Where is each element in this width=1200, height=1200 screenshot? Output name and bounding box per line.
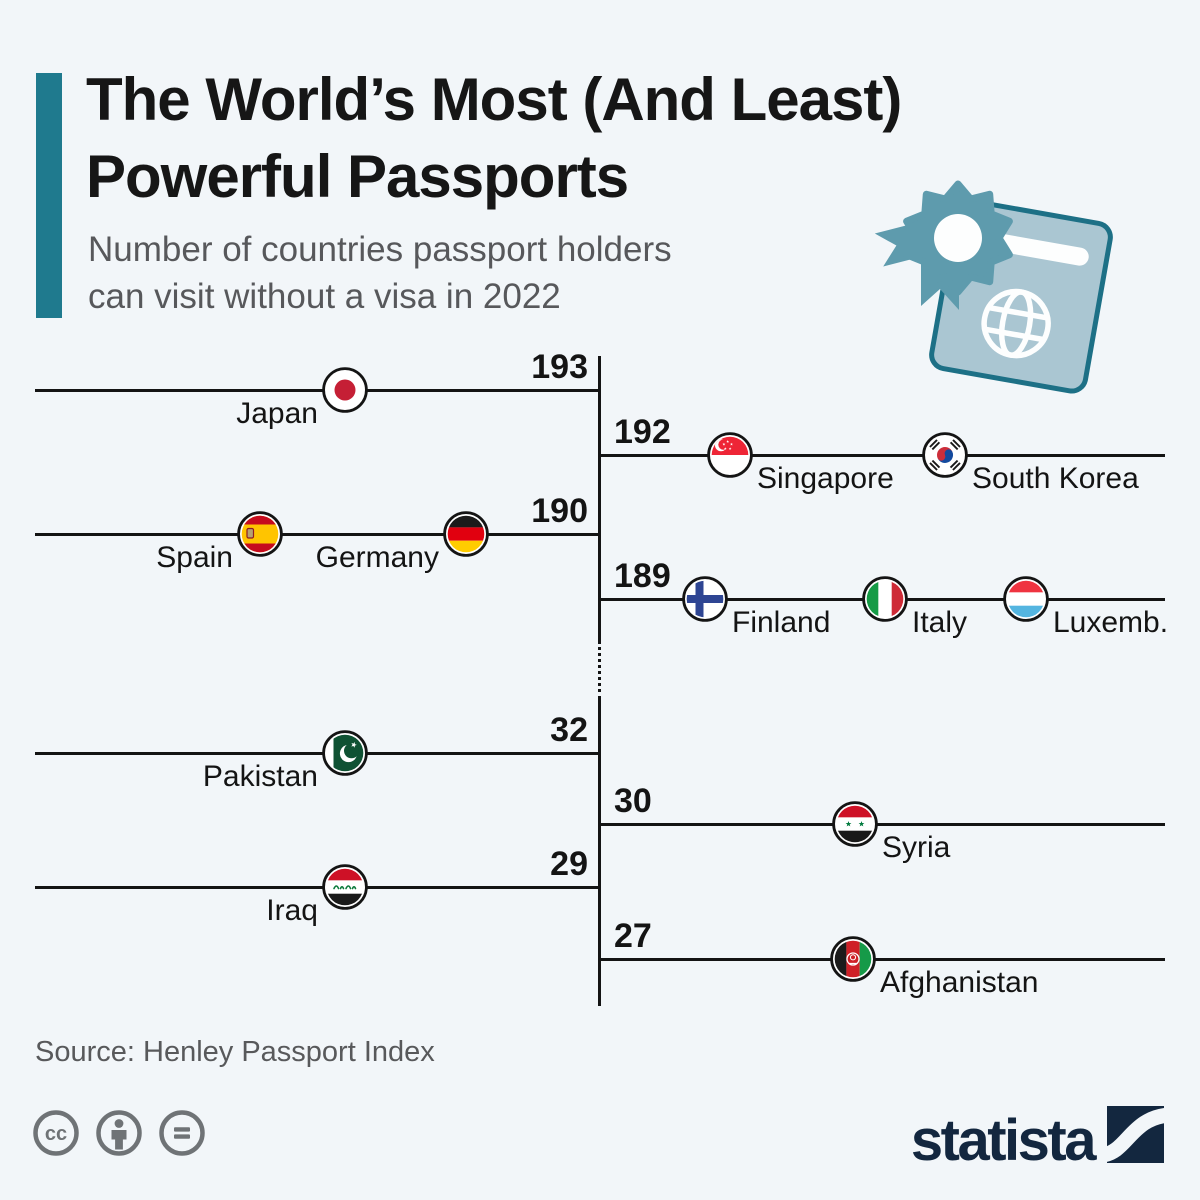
row-value-30: 30	[614, 782, 652, 820]
row-value-190: 190	[531, 492, 588, 530]
subtitle-line-2: can visit without a visa in 2022	[88, 277, 561, 317]
row-line-30	[600, 823, 1165, 826]
equals-icon[interactable]	[158, 1109, 206, 1157]
country-label: South Korea	[972, 462, 1139, 495]
row-line-29	[35, 886, 600, 889]
row-line-27	[600, 958, 1165, 961]
country-label: Spain	[156, 541, 233, 574]
flag-luxembourg-icon	[1002, 575, 1050, 623]
source-note: Source: Henley Passport Index	[35, 1036, 435, 1068]
chart-subtitle: Number of countries passport holders can …	[88, 226, 672, 321]
row-value-32: 32	[550, 711, 588, 749]
value-axis-break	[598, 640, 601, 700]
country-label: Luxemb.	[1053, 606, 1169, 639]
statista-logomark-icon	[1107, 1106, 1164, 1163]
row-value-27: 27	[614, 917, 652, 955]
country-label: Pakistan	[202, 760, 318, 793]
statista-wordmark: statista	[910, 1107, 1097, 1173]
flag-japan-icon	[321, 366, 369, 414]
flag-singapore-icon	[706, 431, 754, 479]
flag-syria-icon	[831, 800, 879, 848]
row-line-193	[35, 389, 600, 392]
flag-iraq-icon	[321, 863, 369, 911]
passport-badge-icon	[853, 148, 1155, 410]
flag-south-korea-icon	[921, 431, 969, 479]
flag-pakistan-icon	[321, 729, 369, 777]
page-title: The World’s Most (And Least) Powerful Pas…	[86, 62, 902, 216]
statista-logo[interactable]: statista	[910, 1106, 1164, 1173]
row-value-189: 189	[614, 557, 671, 595]
flag-finland-icon	[681, 575, 729, 623]
title-line-1: The World’s Most (And Least)	[86, 66, 902, 133]
attribution-person-icon[interactable]	[95, 1109, 143, 1157]
row-line-190	[35, 533, 600, 536]
subtitle-line-1: Number of countries passport holders	[88, 230, 672, 269]
row-value-192: 192	[614, 413, 671, 451]
value-axis-upper	[598, 356, 601, 640]
country-label: Finland	[732, 606, 831, 639]
license-icons: cc	[32, 1109, 206, 1157]
flag-germany-icon	[442, 510, 490, 558]
row-value-193: 193	[531, 348, 588, 386]
row-line-192	[600, 454, 1165, 457]
flag-italy-icon	[861, 575, 909, 623]
title-accent-bar	[36, 73, 62, 318]
row-line-32	[35, 752, 600, 755]
svg-text:cc: cc	[45, 1123, 67, 1145]
country-label: Italy	[912, 606, 968, 639]
flag-spain-icon	[236, 510, 284, 558]
value-axis-lower	[598, 700, 601, 1006]
country-label: Iraq	[266, 894, 318, 927]
title-line-2: Powerful Passports	[86, 142, 629, 210]
cc-icon[interactable]: cc	[32, 1109, 80, 1157]
flag-afghanistan-icon	[829, 935, 877, 983]
country-label: Syria	[882, 831, 951, 864]
country-label: Germany	[315, 541, 439, 574]
country-label: Afghanistan	[880, 966, 1039, 999]
country-label: Singapore	[757, 462, 894, 495]
country-label: Japan	[236, 397, 318, 430]
row-value-29: 29	[550, 845, 588, 883]
